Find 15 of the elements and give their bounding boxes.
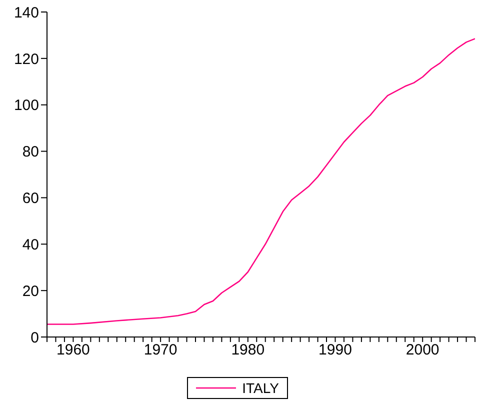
- line-series: [47, 38, 475, 325]
- y-tick-label: 20: [22, 282, 39, 300]
- y-tick-label: 60: [22, 190, 39, 208]
- x-tick-label: 1960: [56, 342, 90, 359]
- x-tick-label: 1980: [231, 342, 265, 359]
- legend-label: ITALY: [242, 380, 279, 396]
- x-tick-label: 1990: [318, 342, 352, 359]
- y-tick-label: 40: [22, 236, 39, 254]
- y-tick-label: 140: [14, 4, 39, 22]
- y-tick-label: 80: [22, 144, 39, 161]
- y-tick-label: 0: [30, 329, 39, 346]
- y-tick-label: 100: [14, 97, 39, 114]
- x-tick-label: 2000: [406, 342, 440, 359]
- x-tick-label: 1970: [144, 342, 178, 359]
- y-tick-label: 120: [14, 50, 39, 68]
